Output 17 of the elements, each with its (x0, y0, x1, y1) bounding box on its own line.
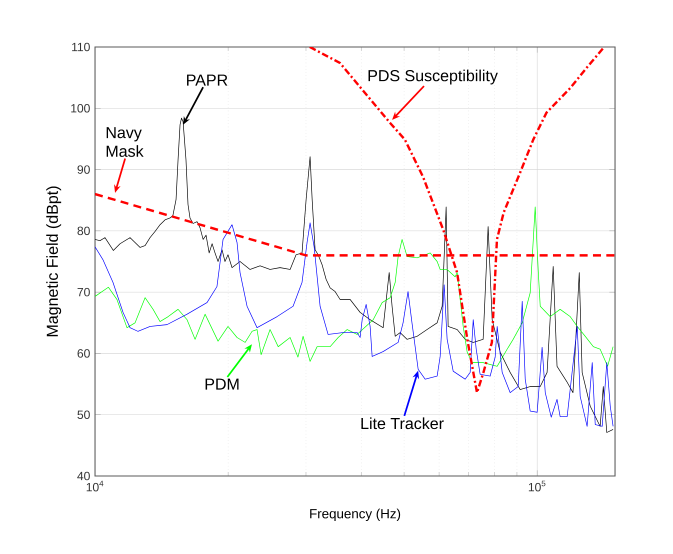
y-tick-label: 110 (72, 42, 90, 52)
y-axis-title: Magnetic Field (dBpt) (46, 186, 62, 336)
y-tick-label: 40 (77, 472, 90, 480)
legend-label: PDM (206, 378, 239, 390)
x-tick-label: 10$^{5}$ (528, 480, 546, 492)
text: Navy Mask (106, 127, 144, 157)
y-tick-label: 100 (71, 104, 90, 113)
y-tick-label: 70 (78, 288, 90, 296)
series-label: PDS Susceptibility (368, 70, 498, 84)
x-axis-title: Frequency (Hz) (310, 508, 400, 522)
y-tick-label: 80 (77, 226, 90, 236)
x-tick-label: 10$^{4}$ (86, 480, 104, 492)
y-tick-label: 60 (78, 349, 90, 358)
y-tick-label: 50 (77, 410, 90, 419)
text: Lite Tracker (361, 417, 444, 430)
text: PAPR (187, 74, 228, 86)
y-tick-label: 90 (78, 165, 90, 174)
